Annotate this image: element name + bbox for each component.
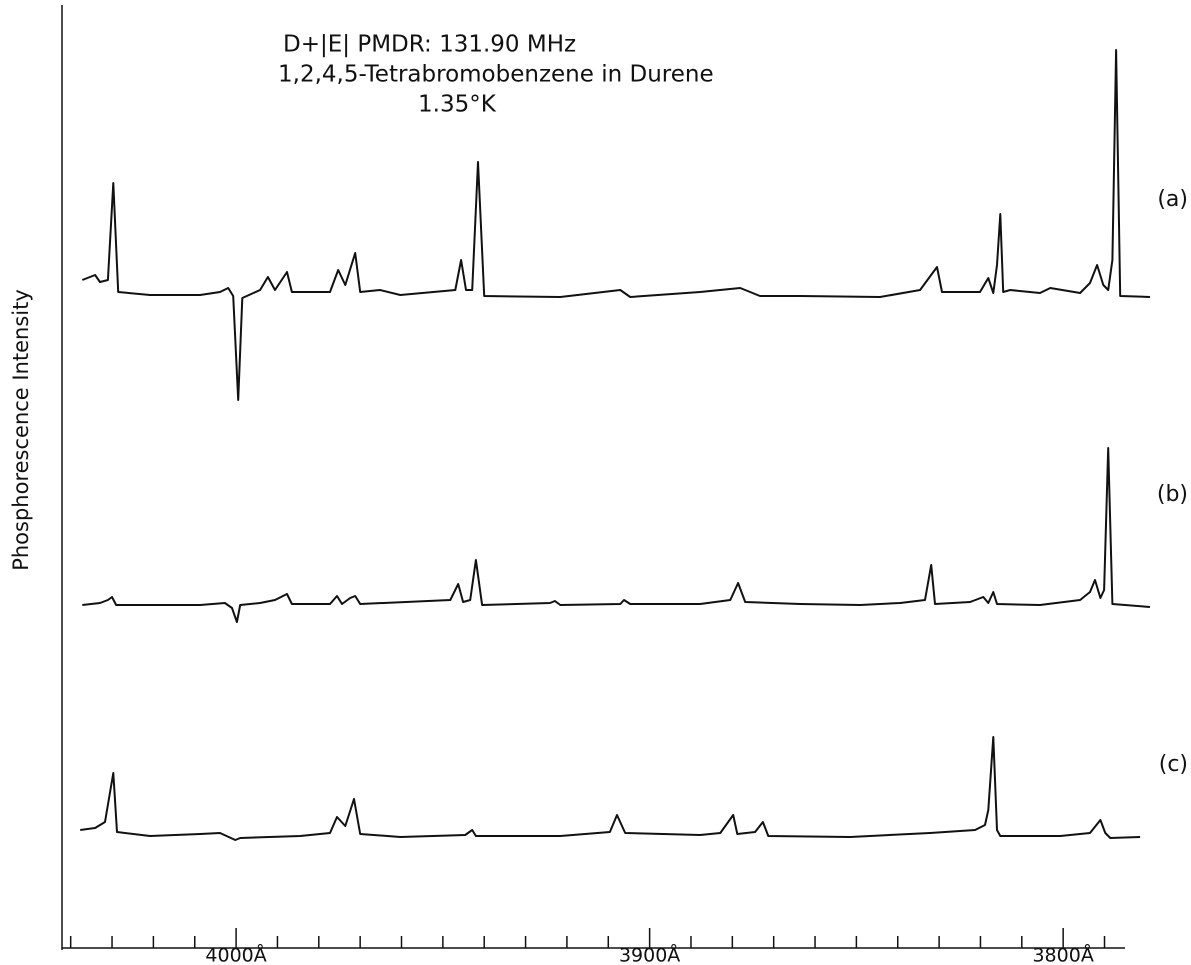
x-tick-label: 4000Å xyxy=(205,944,266,965)
spectrum-trace xyxy=(80,736,1141,841)
series-label: (b) xyxy=(1157,482,1188,507)
series-label: (a) xyxy=(1157,187,1188,212)
chart-title-line: 1,2,4,5-Tetrabromobenzene in Durene xyxy=(278,62,714,88)
series-label: (c) xyxy=(1159,752,1188,777)
spectrum-trace xyxy=(82,447,1151,623)
x-tick-label: 3900Å xyxy=(619,944,680,965)
y-axis-label: Phosphorescence Intensity xyxy=(9,289,33,571)
spectrum-trace xyxy=(81,49,1151,401)
x-tick-label: 3800Å xyxy=(1032,944,1093,965)
chart-title-line: D+|E| PMDR: 131.90 MHz xyxy=(283,32,576,58)
chart-title-line: 1.35°K xyxy=(418,92,497,118)
